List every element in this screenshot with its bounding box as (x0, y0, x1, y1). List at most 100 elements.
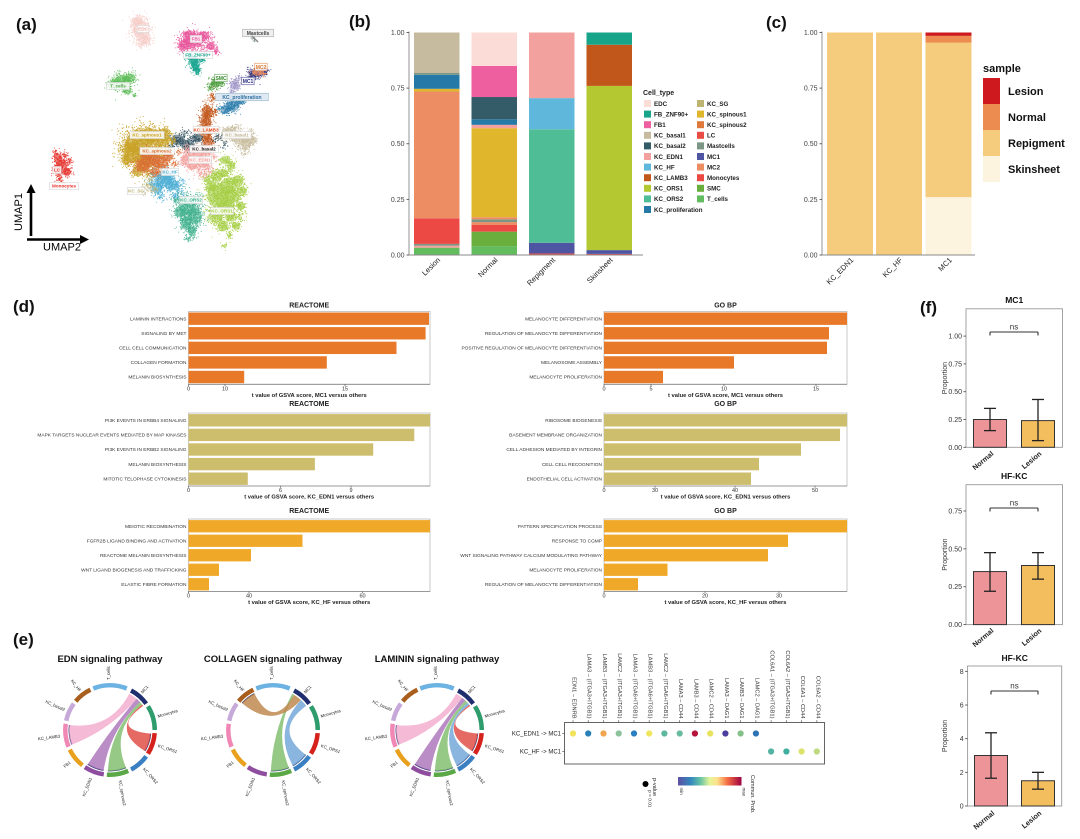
svg-text:0.50: 0.50 (804, 141, 818, 148)
svg-text:MELANOCYTE PROLIFERATION: MELANOCYTE PROLIFERATION (529, 568, 602, 574)
svg-text:KC_ORS2: KC_ORS2 (180, 198, 202, 203)
svg-text:SIGNALING BY MET: SIGNALING BY MET (141, 331, 186, 337)
svg-text:0.50: 0.50 (948, 546, 962, 553)
svg-text:30: 30 (652, 488, 658, 494)
svg-text:KC_basal2: KC_basal2 (654, 143, 686, 150)
svg-text:T_cells: T_cells (269, 666, 274, 680)
svg-text:KC_basal1: KC_basal1 (225, 133, 249, 138)
svg-text:p < 0.01: p < 0.01 (647, 790, 653, 808)
svg-text:50: 50 (812, 488, 818, 494)
svg-text:KC_HF: KC_HF (162, 170, 178, 175)
svg-text:MC1: MC1 (936, 256, 954, 274)
svg-text:LAMC2 – CD44: LAMC2 – CD44 (708, 679, 714, 719)
svg-text:KC_HF: KC_HF (70, 679, 83, 693)
svg-text:KC_ORS2: KC_ORS2 (142, 767, 159, 786)
svg-text:15: 15 (813, 387, 819, 393)
svg-text:Monocytes: Monocytes (320, 708, 341, 719)
svg-text:FB_ZNF90+: FB_ZNF90+ (654, 111, 689, 118)
svg-text:COLLAGEN FORMATION: COLLAGEN FORMATION (131, 360, 187, 366)
svg-text:t value of GSVA score, KC_HF v: t value of GSVA score, KC_HF versus othe… (248, 600, 370, 606)
svg-text:KC_spinous2: KC_spinous2 (118, 780, 127, 807)
svg-text:0: 0 (602, 594, 605, 600)
svg-text:0.25: 0.25 (948, 417, 962, 424)
svg-text:REACTOME MELANIN BIOSYNTHESIS: REACTOME MELANIN BIOSYNTHESIS (100, 553, 187, 559)
svg-text:ns: ns (1010, 682, 1018, 691)
svg-text:KC_LAMB3: KC_LAMB3 (654, 175, 688, 182)
svg-text:REGULATION OF MELANOCYTE DIFFE: REGULATION OF MELANOCYTE DIFFERENTIATION (485, 331, 603, 337)
svg-text:0.75: 0.75 (948, 509, 962, 516)
svg-text:0.00: 0.00 (948, 445, 962, 452)
svg-text:Proportion: Proportion (942, 362, 949, 394)
svg-text:PI3K EVENTS IN ERBB4 SIGNALING: PI3K EVENTS IN ERBB4 SIGNALING (105, 418, 187, 424)
svg-text:MELANOSOME ASSEMBLY: MELANOSOME ASSEMBLY (541, 360, 603, 366)
svg-text:KC_LAMB3: KC_LAMB3 (38, 734, 61, 742)
svg-text:KC_basal2: KC_basal2 (208, 699, 230, 712)
svg-text:UMAP1: UMAP1 (13, 193, 25, 231)
svg-text:MC1: MC1 (1005, 295, 1023, 305)
svg-text:Skinsheet: Skinsheet (1008, 164, 1060, 176)
svg-text:T_cells: T_cells (106, 666, 111, 680)
svg-text:HF-KC: HF-KC (1001, 471, 1027, 481)
svg-text:KC_SG: KC_SG (707, 101, 729, 108)
svg-text:MC1: MC1 (467, 684, 477, 695)
svg-text:PI3K EVENTS IN ERBB2 SIGNALING: PI3K EVENTS IN ERBB2 SIGNALING (105, 447, 187, 453)
svg-text:5: 5 (649, 387, 652, 393)
svg-text:REACTOME: REACTOME (289, 508, 329, 515)
svg-text:Monocytes: Monocytes (157, 708, 178, 719)
svg-text:0.00: 0.00 (948, 622, 962, 629)
svg-text:GO BP: GO BP (714, 401, 737, 408)
svg-text:MC1: MC1 (303, 684, 313, 695)
svg-text:20: 20 (702, 594, 708, 600)
svg-text:Proportion: Proportion (942, 720, 949, 752)
svg-text:KC_HF: KC_HF (881, 255, 905, 279)
svg-text:KC_spinous2: KC_spinous2 (707, 122, 747, 129)
svg-text:CELL ADHESION MEDIATED BY INTE: CELL ADHESION MEDIATED BY INTEGRIN (506, 447, 602, 453)
svg-text:COL6A1 – CD44: COL6A1 – CD44 (799, 676, 805, 719)
svg-text:LAMA3 – DAG1: LAMA3 – DAG1 (723, 678, 729, 718)
svg-text:0.00: 0.00 (391, 253, 405, 260)
svg-text:KC_basal1: KC_basal1 (654, 133, 686, 140)
svg-text:KC_spinous1: KC_spinous1 (707, 111, 747, 118)
svg-text:MITOTIC TELOPHASE CYTOKINESIS: MITOTIC TELOPHASE CYTOKINESIS (103, 476, 186, 482)
svg-text:4: 4 (960, 736, 964, 743)
svg-text:Monocytes: Monocytes (484, 708, 505, 719)
svg-text:KC_EDN1: KC_EDN1 (189, 158, 211, 163)
svg-text:0.25: 0.25 (391, 197, 405, 204)
svg-text:KC_ORS2: KC_ORS2 (305, 767, 322, 786)
svg-text:60: 60 (359, 594, 365, 600)
svg-text:FB_ZNF90+: FB_ZNF90+ (185, 53, 211, 58)
svg-text:KC_ORS1: KC_ORS1 (320, 743, 341, 754)
svg-text:EDN signaling pathway: EDN signaling pathway (57, 654, 163, 665)
svg-text:WNT LIGAND BIOGENESIS AND TRAF: WNT LIGAND BIOGENESIS AND TRAFFICKING (81, 568, 187, 574)
svg-text:6: 6 (279, 488, 282, 494)
svg-text:ENDOTHELIAL CELL ACTIVATION: ENDOTHELIAL CELL ACTIVATION (527, 476, 603, 482)
svg-text:40: 40 (732, 488, 738, 494)
svg-text:ns: ns (1010, 499, 1018, 508)
svg-text:0.75: 0.75 (391, 86, 405, 93)
svg-text:REGULATION OF MELANOCYTE DIFFE: REGULATION OF MELANOCYTE DIFFERENTIATION (485, 582, 603, 588)
svg-text:FB1: FB1 (62, 760, 72, 769)
svg-text:Normal: Normal (1008, 112, 1046, 124)
svg-text:8: 8 (960, 669, 964, 676)
svg-text:KC_EDN1 -> MC1: KC_EDN1 -> MC1 (512, 732, 562, 738)
svg-text:FB1: FB1 (192, 37, 201, 42)
svg-text:Mastcells: Mastcells (247, 31, 270, 37)
svg-text:CELL CELL COMMUNICATION: CELL CELL COMMUNICATION (119, 346, 187, 352)
svg-text:(f): (f) (920, 298, 937, 317)
svg-text:KC_SG: KC_SG (128, 189, 144, 194)
svg-text:KC_ORS2: KC_ORS2 (469, 767, 486, 786)
svg-text:MC2: MC2 (256, 65, 267, 71)
svg-text:CELL CELL RECOGNITION: CELL CELL RECOGNITION (542, 462, 603, 468)
svg-text:10: 10 (721, 387, 727, 393)
svg-text:LAMA3 – (ITGA6+ITGB1): LAMA3 – (ITGA6+ITGB1) (632, 654, 638, 719)
svg-text:MC2: MC2 (707, 164, 721, 171)
svg-text:LC: LC (707, 133, 716, 140)
svg-text:REACTOME: REACTOME (289, 303, 329, 310)
svg-text:KC_basal2: KC_basal2 (45, 699, 67, 712)
svg-text:0: 0 (602, 488, 605, 494)
svg-text:1.00: 1.00 (391, 30, 405, 37)
svg-text:Normal: Normal (971, 626, 996, 649)
svg-text:Lesion: Lesion (1020, 626, 1044, 648)
svg-text:KC_proliferation: KC_proliferation (654, 207, 703, 214)
svg-text:KC_HF: KC_HF (233, 679, 246, 693)
